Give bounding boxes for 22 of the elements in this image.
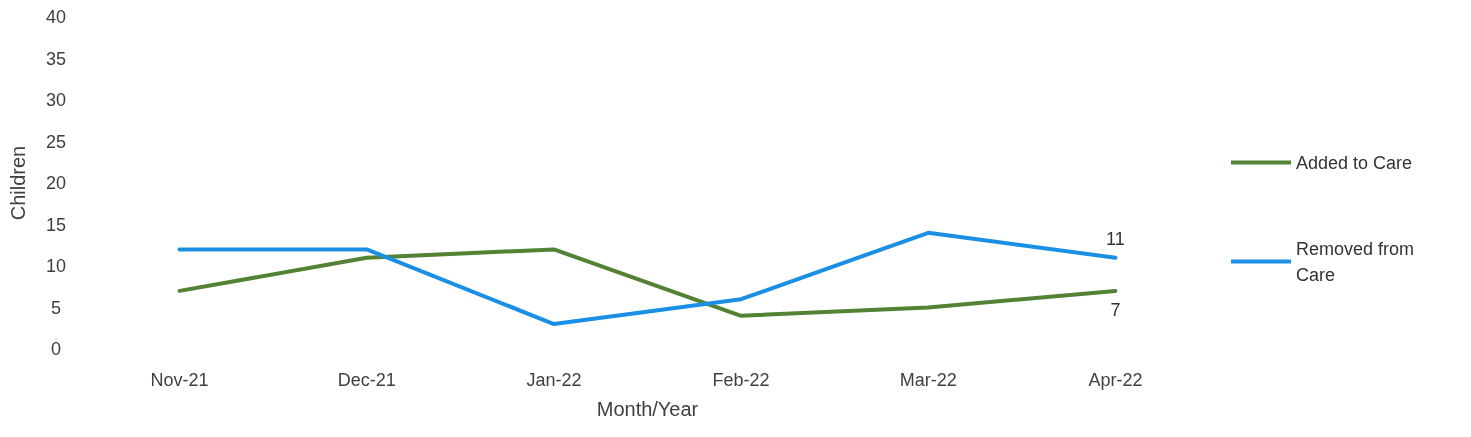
data-label: 7 bbox=[1110, 299, 1121, 320]
y-tick-label: 25 bbox=[45, 131, 67, 152]
legend-label: Added to Care bbox=[1296, 152, 1413, 173]
x-tick-label: Nov-21 bbox=[150, 370, 209, 390]
legend-label: Removed from Care bbox=[1296, 238, 1420, 285]
y-tick-label: 30 bbox=[45, 90, 67, 110]
x-tick-label: Apr-22 bbox=[1088, 370, 1143, 390]
y-axis-title: Children bbox=[7, 145, 29, 221]
line-series bbox=[177, 247, 1118, 318]
data-label: 11 bbox=[1106, 228, 1125, 249]
x-tick-label: Dec-21 bbox=[337, 370, 396, 390]
x-tick-label: Jan-22 bbox=[526, 370, 582, 390]
y-tick-label: 10 bbox=[45, 256, 67, 276]
y-tick-label: 5 bbox=[50, 297, 62, 318]
y-tick-label: 0 bbox=[50, 339, 62, 359]
y-tick-label: 20 bbox=[45, 173, 67, 193]
x-axis-title: Month/Year bbox=[596, 398, 699, 420]
y-tick-label: 15 bbox=[45, 214, 67, 235]
y-tick-label: 40 bbox=[45, 7, 67, 27]
x-tick-label: Feb-22 bbox=[712, 370, 770, 390]
y-tick-label: 35 bbox=[45, 48, 67, 69]
x-tick-label: Mar-22 bbox=[899, 370, 957, 390]
